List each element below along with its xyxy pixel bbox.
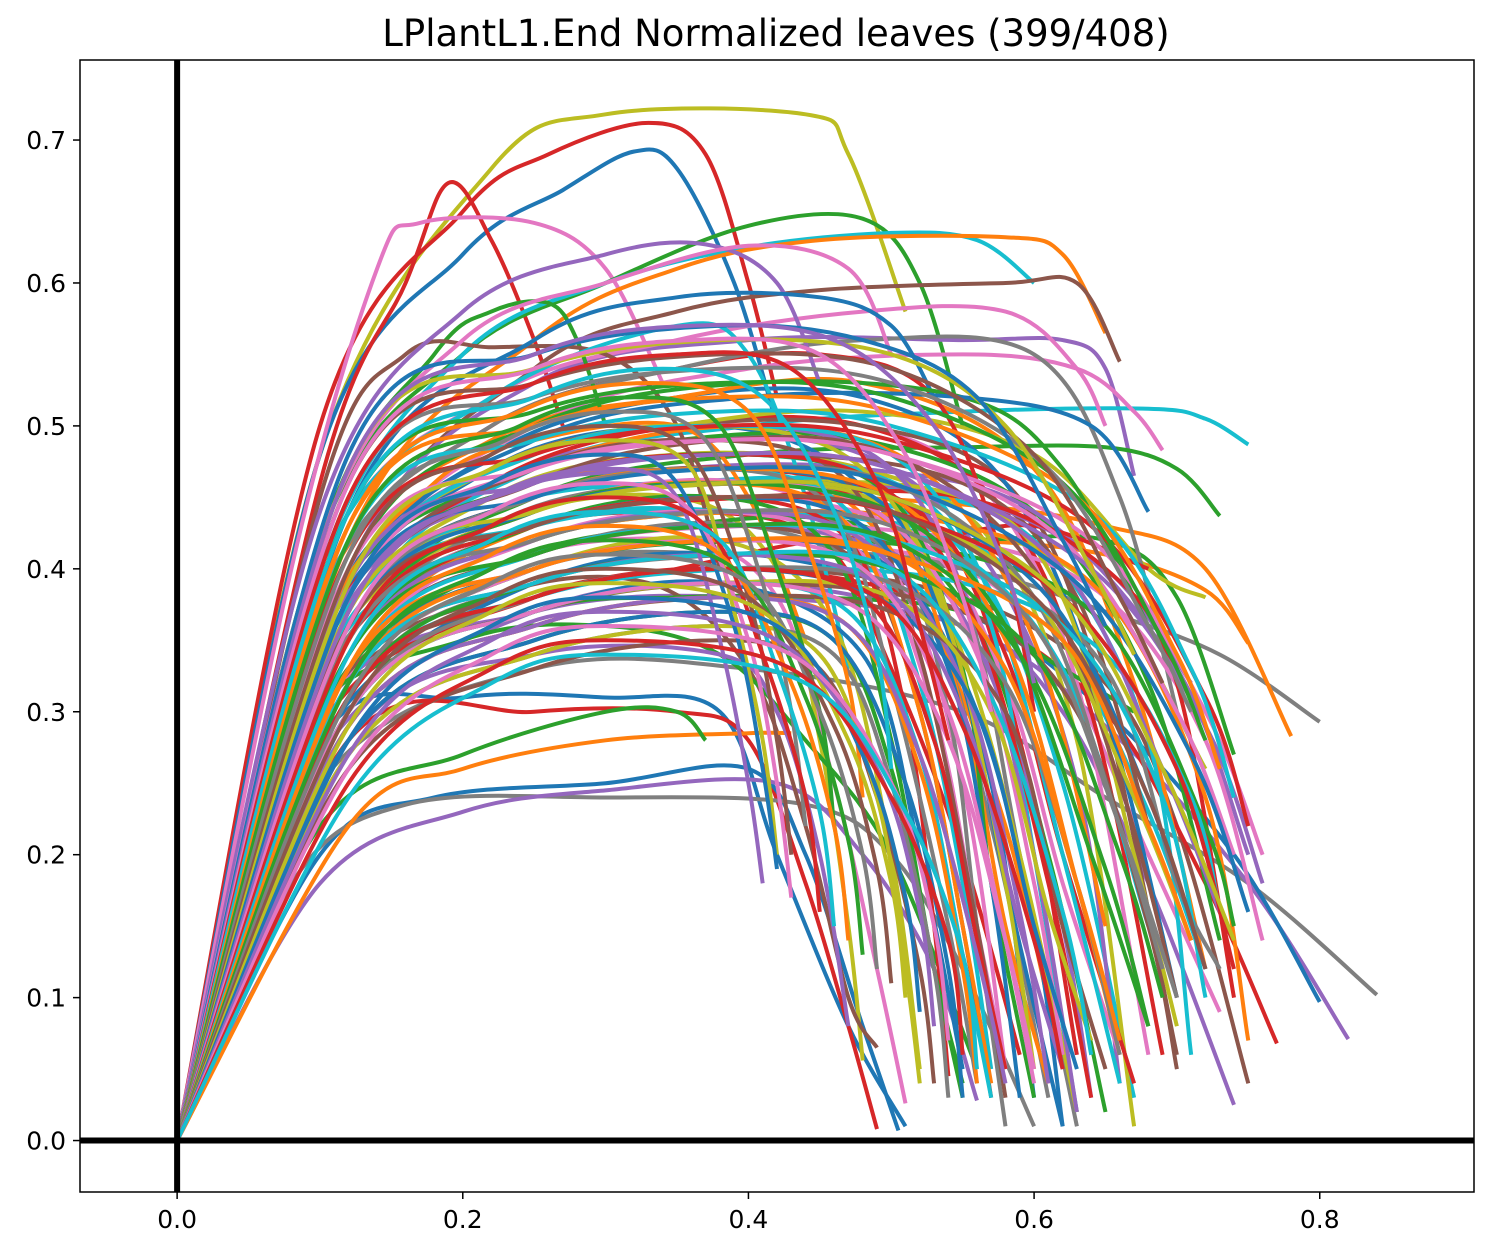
series-line-168 — [175, 481, 794, 1142]
series-line-165 — [175, 438, 779, 1142]
plot-frame — [79, 59, 1475, 1193]
series-line-160 — [175, 366, 894, 1142]
y-tick-label: 0.3 — [26, 698, 66, 727]
x-axis: 0.0 0.2 0.4 0.6 0.8 — [157, 1192, 1340, 1234]
series-line-179 — [175, 638, 965, 1142]
series-line-27 — [175, 763, 901, 1142]
series-line-171 — [175, 523, 851, 1142]
series-line-176 — [175, 595, 922, 1142]
series-line-29 — [175, 777, 979, 1142]
series-layer — [175, 106, 1379, 1142]
y-tick-label: 0.5 — [26, 412, 66, 441]
series-line-166 — [175, 452, 779, 1142]
series-line-56 — [175, 240, 822, 1141]
y-tick-label: 0.2 — [26, 841, 66, 870]
x-tick-label: 0.4 — [729, 1205, 769, 1234]
x-tick-label: 0.2 — [443, 1205, 483, 1234]
series-line-173 — [175, 552, 879, 1142]
y-tick-label: 0.4 — [26, 555, 66, 584]
series-line-169 — [175, 495, 822, 1142]
series-line-161 — [175, 380, 865, 1142]
series-line-174 — [175, 566, 894, 1142]
y-axis: 0.0 0.1 0.2 0.3 0.4 0.5 0.6 0.7 — [26, 126, 80, 1156]
y-tick-label: 0.0 — [26, 1127, 66, 1156]
series-line-180 — [175, 652, 979, 1142]
y-tick-label: 0.7 — [26, 126, 66, 155]
series-line-137 — [175, 595, 1008, 1142]
y-tick-label: 0.1 — [26, 984, 66, 1013]
x-tick-label: 0.6 — [1014, 1205, 1054, 1234]
x-tick-label: 0.8 — [1300, 1205, 1340, 1234]
series-line-63 — [175, 730, 792, 1142]
series-line-167 — [175, 466, 765, 1142]
series-line-141 — [175, 536, 1122, 1142]
series-line-136 — [175, 609, 965, 1142]
series-line-157 — [175, 322, 1037, 1141]
reference-lines — [80, 60, 1474, 1192]
series-line-140 — [175, 549, 1094, 1142]
series-line-164 — [175, 423, 794, 1142]
series-line-1 — [175, 120, 779, 1141]
series-line-177 — [175, 609, 937, 1142]
series-line-158 — [175, 336, 994, 1142]
series-line-178 — [175, 623, 951, 1142]
x-tick-label: 0.0 — [157, 1205, 197, 1234]
series-line-170 — [175, 509, 837, 1142]
y-tick-label: 0.6 — [26, 269, 66, 298]
series-line-175 — [175, 581, 908, 1142]
chart-title: LPlantL1.End Normalized leaves (399/408) — [382, 12, 1169, 55]
series-line-172 — [175, 538, 865, 1142]
series-line-159 — [175, 350, 951, 1142]
